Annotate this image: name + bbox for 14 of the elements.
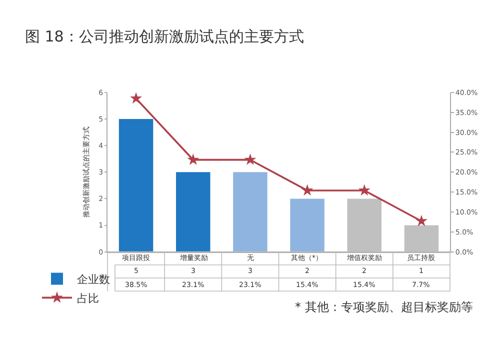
legend-label: 占比 <box>77 292 99 305</box>
point <box>187 154 200 165</box>
bar <box>233 172 268 252</box>
chart-title: 图 18：公司推动创新激励试点的主要方式 <box>25 27 304 46</box>
point <box>244 154 256 165</box>
point <box>415 214 428 226</box>
bar <box>176 172 210 252</box>
bar <box>290 198 324 252</box>
point <box>301 184 314 196</box>
text: * 其他：专项奖励、超目标奖励等 <box>295 300 473 314</box>
legend-label: 企业数 <box>77 272 110 286</box>
point <box>358 184 370 196</box>
bar <box>118 119 154 252</box>
point <box>130 92 142 104</box>
